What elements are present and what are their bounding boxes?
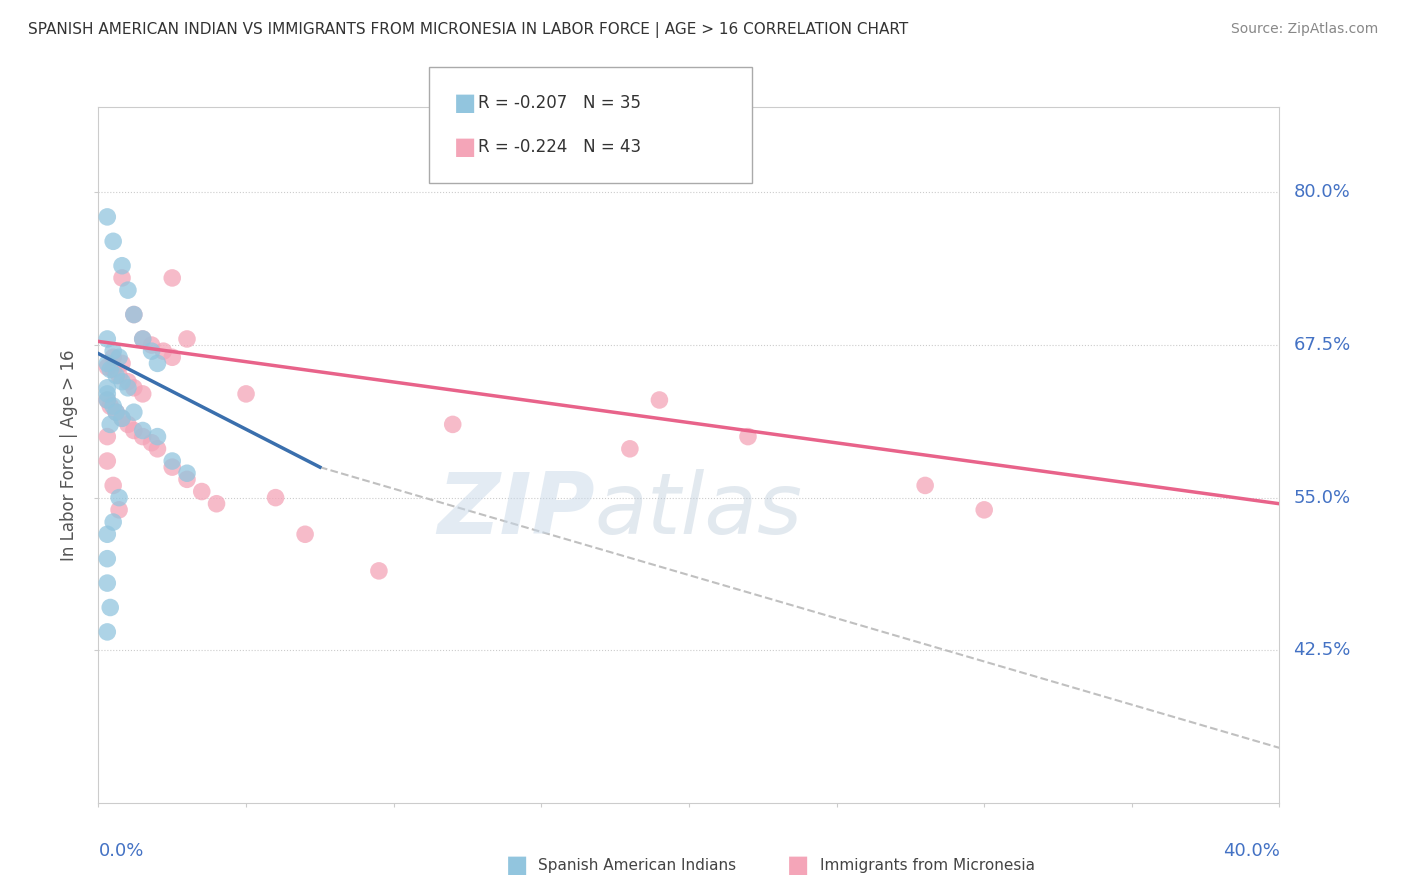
Text: R = -0.207   N = 35: R = -0.207 N = 35 [478, 94, 641, 112]
Point [122, 381, 145, 395]
Text: 55.0%: 55.0% [1294, 489, 1351, 507]
Text: Spanish American Indians: Spanish American Indians [538, 858, 737, 872]
Point [105, 368, 128, 383]
Point [368, 564, 391, 578]
Point [111, 259, 134, 273]
Text: Source: ZipAtlas.com: Source: ZipAtlas.com [1230, 22, 1378, 37]
Point [117, 283, 139, 297]
Point [96, 210, 118, 224]
Text: 42.5%: 42.5% [1294, 641, 1351, 659]
Y-axis label: In Labor Force | Age > 16: In Labor Force | Age > 16 [60, 349, 79, 561]
Point [111, 271, 134, 285]
Point [103, 478, 125, 492]
Point [141, 435, 163, 450]
Point [96, 356, 118, 370]
Point [176, 467, 198, 481]
Point [96, 576, 118, 591]
Point [96, 527, 118, 541]
Point [111, 356, 134, 370]
Point [117, 375, 139, 389]
Point [191, 484, 214, 499]
Point [122, 424, 145, 438]
Text: ■: ■ [506, 854, 529, 877]
Point [105, 405, 128, 419]
Point [96, 392, 118, 407]
Text: R = -0.224   N = 43: R = -0.224 N = 43 [478, 138, 641, 156]
Point [103, 515, 125, 529]
Point [146, 356, 169, 370]
Point [132, 332, 155, 346]
Point [141, 338, 163, 352]
Point [98, 362, 121, 376]
Point [103, 362, 125, 376]
Point [162, 271, 183, 285]
Point [96, 381, 118, 395]
Point [108, 368, 131, 383]
Point [96, 551, 118, 566]
Point [108, 351, 131, 365]
Point [162, 460, 183, 475]
Text: SPANISH AMERICAN INDIAN VS IMMIGRANTS FROM MICRONESIA IN LABOR FORCE | AGE > 16 : SPANISH AMERICAN INDIAN VS IMMIGRANTS FR… [28, 22, 908, 38]
Text: 0.0%: 0.0% [98, 842, 143, 860]
Point [103, 351, 125, 365]
Point [117, 381, 139, 395]
Text: 80.0%: 80.0% [1294, 184, 1350, 202]
Point [98, 417, 121, 432]
Point [162, 351, 183, 365]
Point [96, 624, 118, 639]
Point [98, 600, 121, 615]
Point [152, 344, 174, 359]
Point [737, 429, 759, 443]
Point [122, 405, 145, 419]
Point [619, 442, 641, 456]
Point [294, 527, 316, 541]
Point [103, 235, 125, 249]
Point [146, 442, 169, 456]
Text: ■: ■ [454, 136, 477, 159]
Point [914, 478, 936, 492]
Text: 40.0%: 40.0% [1223, 842, 1279, 860]
Point [98, 399, 121, 413]
Text: atlas: atlas [595, 469, 803, 552]
Point [111, 411, 134, 425]
Point [176, 472, 198, 486]
Point [235, 387, 257, 401]
Point [122, 308, 145, 322]
Text: 67.5%: 67.5% [1294, 336, 1351, 354]
Point [108, 503, 131, 517]
Point [96, 359, 118, 374]
Point [132, 332, 155, 346]
Point [96, 429, 118, 443]
Point [205, 497, 228, 511]
Point [132, 387, 155, 401]
Point [111, 411, 134, 425]
Point [96, 332, 118, 346]
Point [176, 332, 198, 346]
Text: ZIP: ZIP [437, 469, 595, 552]
Text: ■: ■ [454, 91, 477, 114]
Point [264, 491, 287, 505]
Point [96, 454, 118, 468]
Point [648, 392, 671, 407]
Point [105, 405, 128, 419]
Point [132, 429, 155, 443]
Point [96, 387, 118, 401]
Point [96, 392, 118, 407]
Text: ■: ■ [787, 854, 810, 877]
Point [141, 344, 163, 359]
Point [146, 429, 169, 443]
Point [103, 399, 125, 413]
Point [117, 417, 139, 432]
Point [132, 424, 155, 438]
Text: Immigrants from Micronesia: Immigrants from Micronesia [820, 858, 1035, 872]
Point [103, 344, 125, 359]
Point [108, 491, 131, 505]
Point [111, 375, 134, 389]
Point [122, 308, 145, 322]
Point [162, 454, 183, 468]
Point [441, 417, 464, 432]
Point [973, 503, 995, 517]
